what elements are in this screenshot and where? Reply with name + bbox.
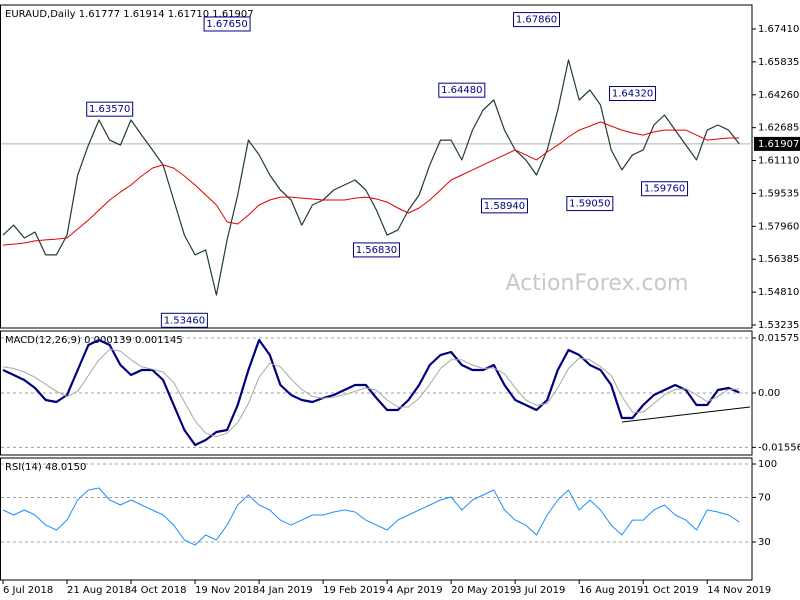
x-tick-label: 1 Oct 2019 — [643, 585, 698, 596]
y-tick-label: 0.00 — [758, 388, 780, 399]
y-tick-label: 0.01575 — [758, 333, 799, 344]
price-label-box — [86, 101, 134, 117]
x-tick-label: 16 Aug 2019 — [579, 585, 643, 596]
x-tick-label: 20 May 2019 — [451, 585, 516, 596]
y-tick-label: 1.62685 — [758, 123, 799, 134]
x-tick-label: 21 Aug 2018 — [67, 585, 131, 596]
price-label: 1.59760 — [644, 184, 685, 195]
price-label: 1.67650 — [206, 19, 247, 30]
price-label-box — [513, 12, 560, 28]
series-line — [2, 348, 740, 438]
series-line — [2, 59, 740, 296]
price-label-box — [641, 181, 689, 197]
trend-line — [621, 406, 751, 423]
price-label-box — [160, 312, 208, 328]
y-tick-label: 1.56385 — [758, 254, 799, 265]
price-label-box — [438, 82, 486, 98]
price-label: 1.67860 — [516, 15, 557, 26]
watermark: ActionForex.com — [506, 271, 689, 296]
series-line — [2, 338, 740, 447]
y-tick-label: 1.61110 — [758, 156, 799, 167]
price-label-box — [609, 86, 657, 102]
price-label-box — [480, 198, 528, 214]
price-label-box — [203, 16, 251, 32]
price-label: 1.59050 — [569, 199, 610, 210]
y-tick-label: 1.64260 — [758, 90, 799, 101]
panel-title: MACD(12,26,9) 0.000139 0.001145 — [5, 335, 183, 346]
y-tick-label: 1.53235 — [758, 320, 799, 331]
last-price-box — [754, 136, 800, 151]
y-tick-label: 1.59535 — [758, 188, 799, 199]
x-tick-label: 19 Nov 2018 — [195, 585, 259, 596]
panel-title: RSI(14) 48.0150 — [5, 462, 86, 473]
x-tick-label: 19 Feb 2019 — [323, 585, 385, 596]
x-tick-label: 4 Jan 2019 — [259, 585, 313, 596]
y-tick-label: 30 — [758, 537, 771, 548]
y-tick-label: 1.65835 — [758, 57, 799, 68]
series-line — [2, 121, 740, 246]
panel-frame — [0, 457, 753, 581]
price-label: 1.56830 — [356, 245, 397, 256]
x-tick-label: 4 Apr 2019 — [387, 585, 442, 596]
y-tick-label: 1.54810 — [758, 287, 799, 298]
y-tick-label: 70 — [758, 492, 771, 503]
x-tick-label: 3 Jul 2019 — [515, 585, 565, 596]
price-label: 1.64320 — [612, 89, 653, 100]
panel-frame — [0, 4, 753, 329]
series-line — [2, 487, 740, 546]
y-tick-label: -0.015568 — [758, 442, 800, 453]
price-label-box — [566, 196, 614, 212]
x-tick-label: 14 Nov 2019 — [707, 585, 771, 596]
price-label-box — [352, 242, 400, 258]
panel-title: EURAUD,Daily 1.61777 1.61914 1.61710 1.6… — [5, 9, 254, 20]
y-tick-label: 1.57960 — [758, 221, 799, 232]
x-tick-label: 4 Oct 2018 — [131, 585, 186, 596]
y-tick-label: 100 — [758, 459, 777, 470]
price-label: 1.63570 — [89, 104, 130, 115]
y-tick-label: 1.67410 — [758, 24, 799, 35]
price-label: 1.53460 — [164, 315, 205, 326]
price-label: 1.64480 — [441, 85, 482, 96]
last-price-label: 1.61907 — [758, 139, 799, 150]
x-tick-label: 6 Jul 2018 — [3, 585, 53, 596]
price-label: 1.58940 — [484, 201, 525, 212]
